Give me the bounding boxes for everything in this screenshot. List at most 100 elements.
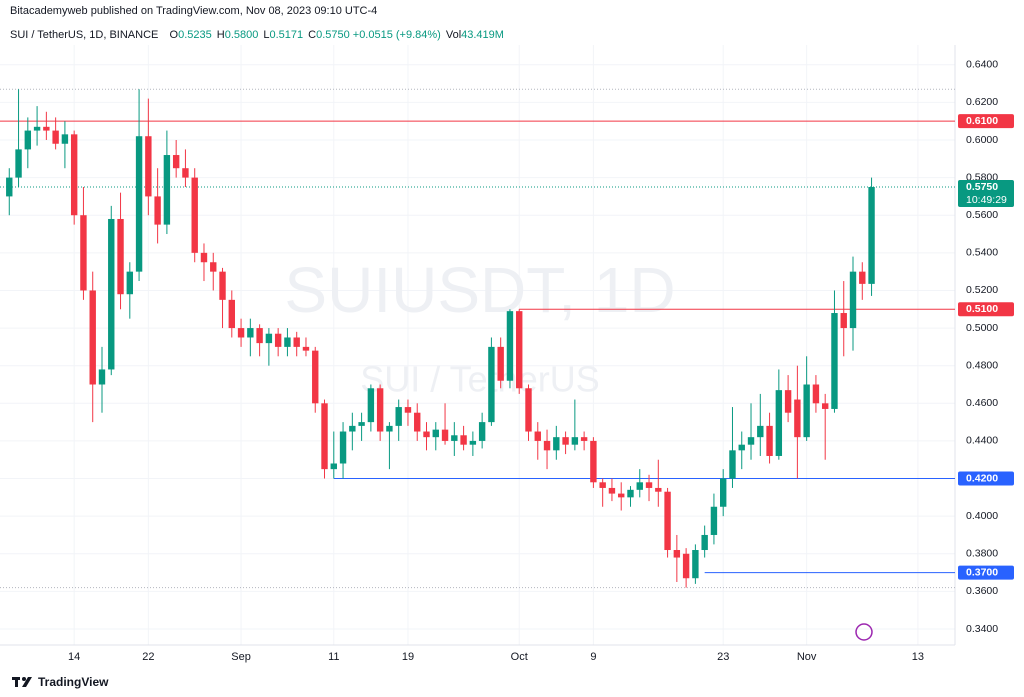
candle-body bbox=[284, 337, 291, 347]
candle-body bbox=[543, 440, 551, 451]
candle-body bbox=[636, 482, 643, 490]
candle-body bbox=[497, 346, 504, 381]
candle-body bbox=[525, 388, 532, 432]
current-price-bg bbox=[958, 180, 1014, 208]
y-tick-label: 0.6000 bbox=[966, 134, 998, 146]
symbol-legend: SUI / TetherUS, 1D, BINANCE O0.5235 H0.58… bbox=[10, 29, 507, 41]
candle-body bbox=[293, 337, 300, 347]
y-tick-label: 0.5400 bbox=[966, 247, 998, 259]
watermark: SUIUSDT, 1D bbox=[284, 254, 675, 326]
candle-body bbox=[61, 134, 69, 144]
candle-body bbox=[794, 399, 801, 438]
candle-body bbox=[256, 328, 263, 344]
candle-body bbox=[757, 425, 764, 438]
candle-body bbox=[228, 299, 235, 329]
y-tick-label: 0.4000 bbox=[966, 510, 998, 522]
candle-body bbox=[645, 482, 653, 488]
grid bbox=[0, 45, 955, 645]
candle-body bbox=[664, 491, 671, 551]
header: Bitacademyweb published on TradingView.c… bbox=[10, 5, 378, 17]
candle-body bbox=[70, 134, 78, 216]
candle-body bbox=[580, 437, 588, 441]
candle-body bbox=[469, 440, 477, 445]
candle-body bbox=[395, 407, 402, 426]
x-tick-label: Sep bbox=[231, 651, 251, 663]
y-tick-label: 0.5000 bbox=[966, 322, 998, 334]
candle-body bbox=[784, 390, 792, 413]
x-tick-label: 13 bbox=[912, 651, 924, 663]
candle-body bbox=[831, 313, 838, 409]
candle-body bbox=[451, 435, 458, 441]
candle-body bbox=[89, 290, 96, 385]
legend-key: L bbox=[263, 29, 270, 41]
y-tick-label: 0.4600 bbox=[966, 397, 998, 409]
candle-body bbox=[441, 429, 449, 441]
candle-body bbox=[191, 177, 198, 253]
candle-body bbox=[840, 313, 847, 329]
candle-body bbox=[710, 506, 718, 535]
candle-body bbox=[126, 271, 134, 295]
candle-body bbox=[339, 431, 347, 464]
y-tick-label: 0.6400 bbox=[966, 59, 998, 71]
footer-text: TradingView bbox=[38, 675, 109, 689]
candle-body bbox=[376, 388, 384, 432]
y-tick-label: 0.5600 bbox=[966, 209, 998, 221]
candle-body bbox=[321, 403, 328, 470]
candle-body bbox=[33, 126, 41, 131]
candle-body bbox=[210, 262, 217, 272]
candle-body bbox=[358, 422, 365, 426]
y-tick-label: 0.3800 bbox=[966, 548, 998, 560]
candle-body bbox=[868, 187, 875, 284]
y-tick-label: 0.4800 bbox=[966, 359, 998, 371]
y-tick-label: 0.3600 bbox=[966, 585, 998, 597]
candle-body bbox=[627, 489, 634, 498]
candle-body bbox=[849, 271, 857, 329]
y-tick-label: 0.3400 bbox=[966, 623, 998, 635]
candle-body bbox=[562, 437, 569, 445]
candle-body bbox=[478, 422, 486, 441]
candle-body bbox=[821, 403, 829, 409]
candle-body bbox=[775, 390, 783, 456]
candle-body bbox=[145, 136, 152, 197]
legend-value: 0.5235 bbox=[178, 29, 212, 41]
current-price-label: 0.5750 bbox=[966, 181, 998, 193]
candle-body bbox=[237, 328, 245, 338]
candle-body bbox=[766, 425, 773, 456]
footer: TradingView bbox=[12, 675, 108, 689]
candle-body bbox=[460, 435, 467, 445]
candle-body bbox=[117, 218, 124, 295]
candle-body bbox=[720, 478, 727, 507]
price-label-bg bbox=[958, 114, 1014, 129]
candle-body bbox=[312, 350, 319, 404]
candle-body bbox=[608, 487, 616, 494]
legend-key: Vol bbox=[445, 29, 462, 41]
candle-body bbox=[859, 271, 866, 284]
candle-body bbox=[673, 550, 681, 558]
candle-body bbox=[414, 412, 421, 432]
candle-body bbox=[738, 444, 745, 451]
price-label: 0.5100 bbox=[966, 303, 998, 315]
x-tick-label: Nov bbox=[797, 651, 817, 663]
candle-body bbox=[135, 136, 143, 272]
candle-body bbox=[172, 155, 180, 169]
y-tick-label: 0.5200 bbox=[966, 284, 998, 296]
x-tick-label: 22 bbox=[142, 651, 154, 663]
candle-body bbox=[386, 425, 393, 432]
candle-body bbox=[182, 168, 189, 178]
x-tick-label: 19 bbox=[402, 651, 414, 663]
candle-body bbox=[302, 346, 310, 351]
legend-key: H bbox=[216, 29, 225, 41]
candle-body bbox=[6, 177, 13, 197]
candle-body bbox=[618, 493, 625, 498]
x-tick-label: 9 bbox=[590, 651, 596, 663]
logo-icon[interactable] bbox=[855, 623, 873, 641]
x-tick-label: 23 bbox=[717, 651, 729, 663]
candle-body bbox=[163, 155, 171, 225]
candle-body bbox=[571, 437, 579, 445]
candle-body bbox=[599, 482, 606, 488]
candle-body bbox=[432, 429, 439, 438]
candle-body bbox=[154, 196, 161, 225]
countdown: 10:49:29 bbox=[966, 194, 1007, 206]
candle-body bbox=[43, 126, 50, 131]
